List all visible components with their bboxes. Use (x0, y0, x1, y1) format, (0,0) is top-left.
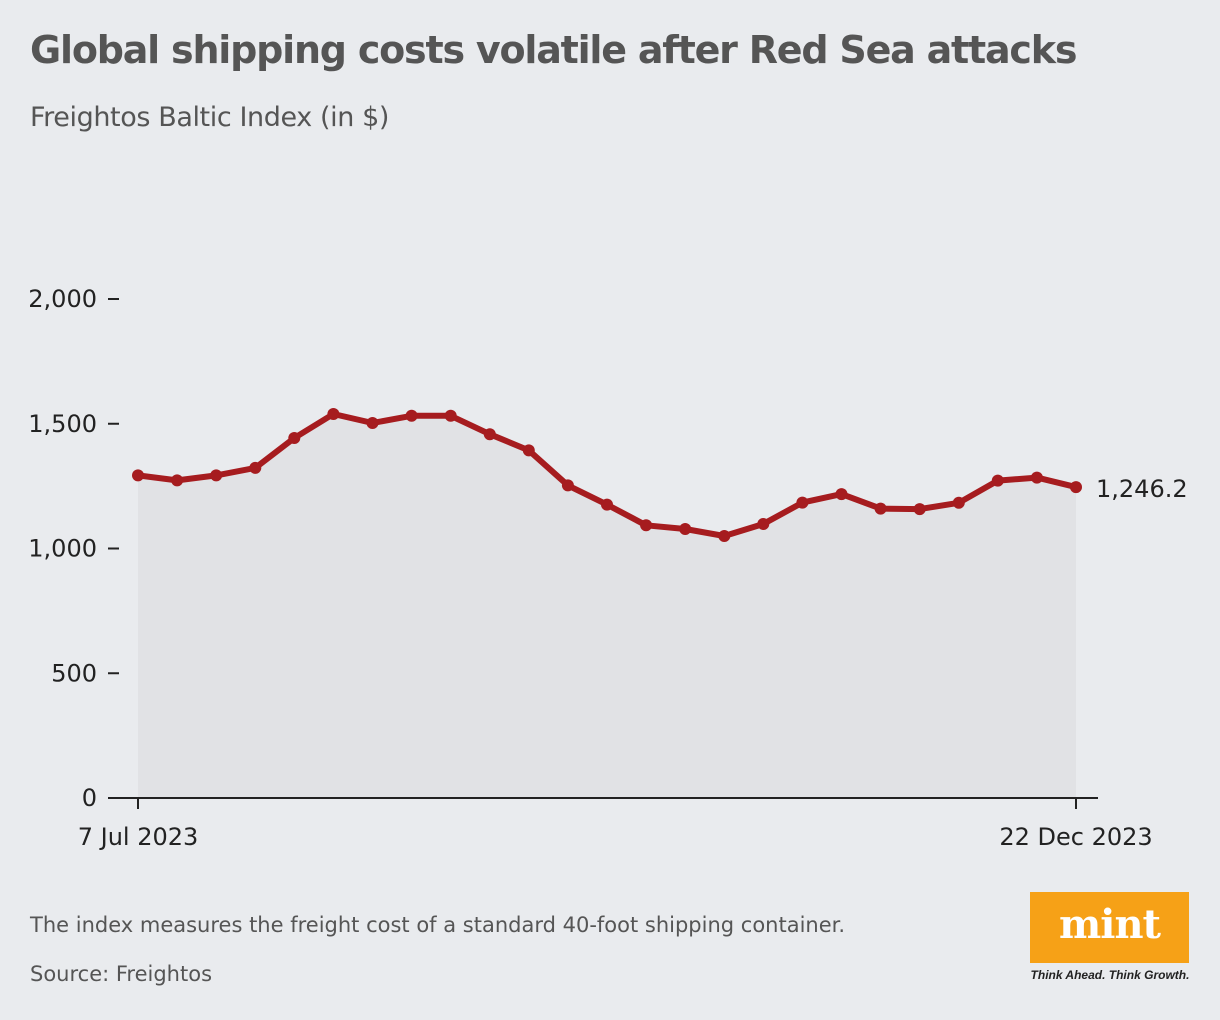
data-point (522, 444, 535, 457)
y-tick-label: 1,500 (28, 410, 97, 438)
data-point (444, 409, 457, 422)
data-point (561, 479, 574, 492)
y-tick-label: 500 (51, 659, 97, 687)
data-point (601, 498, 613, 511)
y-axis: 0 500 1,000 1,500 2,000 (28, 285, 119, 812)
data-point (249, 461, 262, 474)
x-tick-label-end: 22 Dec 2023 (999, 823, 1152, 851)
area-fill (138, 414, 1076, 798)
data-point (640, 519, 653, 532)
data-point (366, 417, 379, 429)
data-point (679, 523, 692, 535)
data-point (288, 432, 301, 444)
end-value-label: 1,246.2 (1096, 475, 1188, 503)
data-point (991, 474, 1004, 487)
line-chart: 0 500 1,000 1,500 2,000 7 Jul 2023 22 Dec 20… (28, 285, 1188, 851)
y-tick-label: 2,000 (28, 285, 97, 313)
data-point (757, 518, 770, 530)
chart-title: Global shipping costs volatile after Red… (30, 28, 1077, 72)
data-point (1030, 471, 1043, 484)
y-tick-label: 1,000 (28, 535, 97, 563)
data-point (796, 496, 809, 509)
data-point (1070, 481, 1082, 494)
data-point (405, 409, 418, 422)
data-point (913, 503, 926, 516)
data-point (483, 428, 496, 441)
y-tick-label: 0 (82, 784, 97, 812)
data-point (718, 530, 731, 542)
data-point (132, 469, 144, 482)
x-tick-label-start: 7 Jul 2023 (78, 823, 199, 851)
data-points (132, 408, 1082, 542)
data-point (171, 474, 184, 487)
data-point (952, 496, 965, 509)
source-note: Source: Freightos (30, 962, 213, 986)
chart-subtitle: Freightos Baltic Index (in $) (30, 102, 390, 133)
data-point (327, 408, 340, 420)
data-point (835, 488, 848, 501)
footnote: The index measures the freight cost of a… (30, 913, 846, 937)
logo-wordmark: mint (1058, 901, 1161, 948)
data-point (210, 469, 223, 482)
logo-tagline: Think Ahead. Think Growth. (1030, 968, 1190, 982)
data-point (874, 502, 887, 515)
mint-logo: mint (1030, 892, 1189, 963)
